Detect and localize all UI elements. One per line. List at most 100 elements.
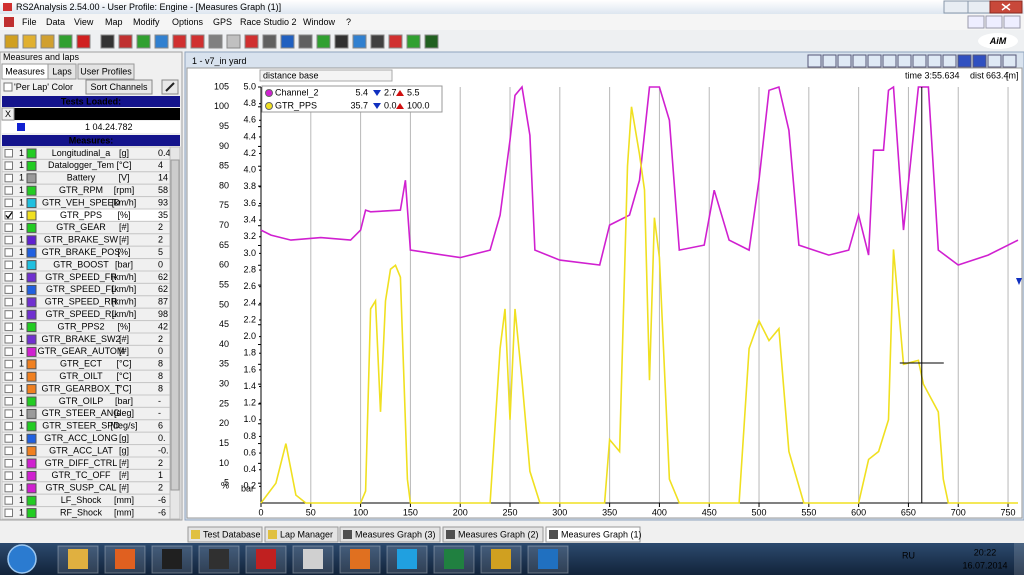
toolbar-button[interactable] (316, 34, 331, 49)
legend-name[interactable]: GTR_PPS (275, 100, 317, 110)
measure-checkbox[interactable] (4, 297, 13, 307)
measure-name[interactable]: GTR_STEER_SPD (42, 421, 120, 431)
toolbar-button[interactable] (208, 34, 223, 49)
toolbar-button[interactable] (100, 34, 115, 49)
measure-checkbox[interactable] (4, 149, 13, 158)
measure-name[interactable]: GTR_GEAR (56, 222, 106, 232)
menu-item[interactable]: ? (346, 17, 351, 27)
test-close[interactable]: X (5, 109, 11, 119)
measure-name[interactable]: GTR_BRAKE_POS (42, 247, 121, 257)
toolbar-button[interactable] (280, 34, 295, 49)
graph-tool-button[interactable] (957, 54, 972, 68)
graph-tool-button[interactable] (837, 54, 852, 68)
measure-name[interactable]: GTR_RPM (59, 185, 103, 195)
menu-item[interactable]: GPS (213, 17, 232, 27)
menu-item[interactable]: Window (303, 17, 336, 27)
panel-tab[interactable] (77, 63, 135, 80)
window-tab-label[interactable]: Measures Graph (2) (458, 529, 539, 539)
toolbar-button[interactable] (22, 34, 37, 49)
measure-name[interactable]: GTR_SUSP_CAL (45, 483, 116, 493)
measure-name[interactable]: GTR_BRAKE_SW (44, 235, 119, 245)
window-tab-label[interactable]: Measures Graph (3) (355, 529, 436, 539)
toolbar-button[interactable] (352, 34, 367, 49)
measure-name[interactable]: GTR_SPEED_RR (45, 297, 118, 307)
measure-name[interactable]: GTR_GEARBOX_T (41, 383, 121, 393)
measure-checkbox[interactable] (4, 359, 13, 369)
measure-name[interactable]: GTR_PPS2 (57, 321, 104, 331)
measure-checkbox[interactable] (4, 310, 13, 319)
menu-item[interactable]: Map (105, 17, 123, 27)
measure-name[interactable]: GTR_DIFF_CTRL (45, 458, 118, 468)
measure-checkbox[interactable] (4, 372, 13, 381)
measure-name[interactable]: GTR_VEH_SPEED (42, 197, 121, 207)
measure-checkbox[interactable] (4, 260, 13, 270)
graph-tool-button[interactable] (1002, 54, 1017, 68)
panel-tab[interactable] (47, 63, 77, 80)
measure-name[interactable]: GTR_OILP (59, 396, 104, 406)
measure-checkbox[interactable] (4, 446, 13, 456)
measure-checkbox[interactable] (4, 335, 13, 344)
mdi-close[interactable] (1003, 15, 1021, 29)
measure-checkbox[interactable] (4, 384, 13, 394)
measure-name[interactable]: GTR_ACC_LONG (44, 433, 118, 443)
measure-checkbox[interactable] (4, 421, 13, 431)
toolbar-button[interactable] (298, 34, 313, 49)
graph-tool-button[interactable] (987, 54, 1002, 68)
measure-checkbox[interactable] (4, 434, 13, 443)
graph-tool-button[interactable] (807, 54, 822, 68)
panel-tab-label[interactable]: User Profiles (80, 66, 132, 76)
graph-tool-button[interactable] (882, 54, 897, 68)
graph-tool-button[interactable] (867, 54, 882, 68)
window-tab-label[interactable]: Lap Manager (280, 529, 333, 539)
measure-checkbox[interactable] (4, 347, 13, 356)
graph-tool-button[interactable] (927, 54, 942, 68)
window-tab[interactable] (442, 526, 544, 543)
toolbar-button[interactable] (40, 34, 55, 49)
menu-item[interactable]: Data (46, 17, 65, 27)
toolbar-button[interactable] (76, 34, 91, 49)
measure-name[interactable]: RF_Shock (60, 507, 103, 517)
menu-item[interactable]: Options (172, 17, 204, 27)
window-tab[interactable] (339, 526, 441, 543)
toolbar-button[interactable] (4, 34, 19, 49)
maximize-button[interactable] (967, 0, 991, 14)
toolbar-button[interactable] (118, 34, 133, 49)
toolbar-button[interactable] (154, 34, 169, 49)
legend-name[interactable]: Channel_2 (275, 87, 319, 97)
menu-item[interactable]: Modify (133, 17, 160, 27)
measure-checkbox[interactable] (4, 285, 13, 294)
graph-tool-button[interactable] (912, 54, 927, 68)
measure-name[interactable]: GTR_STEER_ANG (42, 408, 121, 418)
graph-tool-button[interactable] (822, 54, 837, 68)
panel-tab-label[interactable]: Laps (52, 66, 72, 76)
measure-name[interactable]: Longitudinal_a (52, 148, 111, 158)
window-tab[interactable] (187, 526, 263, 543)
measure-checkbox[interactable] (4, 198, 13, 208)
window-tab[interactable] (264, 526, 339, 543)
measure-checkbox[interactable] (4, 173, 13, 183)
toolbar-button[interactable] (136, 34, 151, 49)
measure-name[interactable]: GTR_SPEED_FR (45, 272, 117, 282)
menu-item[interactable]: File (22, 17, 37, 27)
graph-tool-button[interactable] (897, 54, 912, 68)
toolbar-button[interactable] (388, 34, 403, 49)
toolbar-button[interactable] (406, 34, 421, 49)
toolbar-button[interactable] (370, 34, 385, 49)
measure-checkbox[interactable] (4, 459, 13, 468)
toolbar-button[interactable] (58, 34, 73, 49)
measure-name[interactable]: GTR_BRAKE_SW2 (41, 334, 120, 344)
measure-checkbox[interactable] (4, 211, 13, 220)
lap-label[interactable]: 1 04.24.782 (85, 122, 133, 132)
measure-name[interactable]: LF_Shock (61, 495, 102, 505)
show-desktop[interactable] (1014, 543, 1024, 575)
measure-checkbox[interactable] (4, 409, 13, 418)
measure-checkbox[interactable] (4, 273, 13, 282)
menu-item[interactable]: Race Studio 2 (240, 17, 297, 27)
minimize-button[interactable] (943, 0, 969, 14)
window-tab-label[interactable]: Test Database (203, 529, 261, 539)
measure-checkbox[interactable] (4, 483, 13, 493)
measure-checkbox[interactable] (4, 235, 13, 245)
measure-checkbox[interactable] (4, 161, 13, 170)
measure-checkbox[interactable] (4, 397, 13, 406)
graph-tool-button[interactable] (852, 54, 867, 68)
